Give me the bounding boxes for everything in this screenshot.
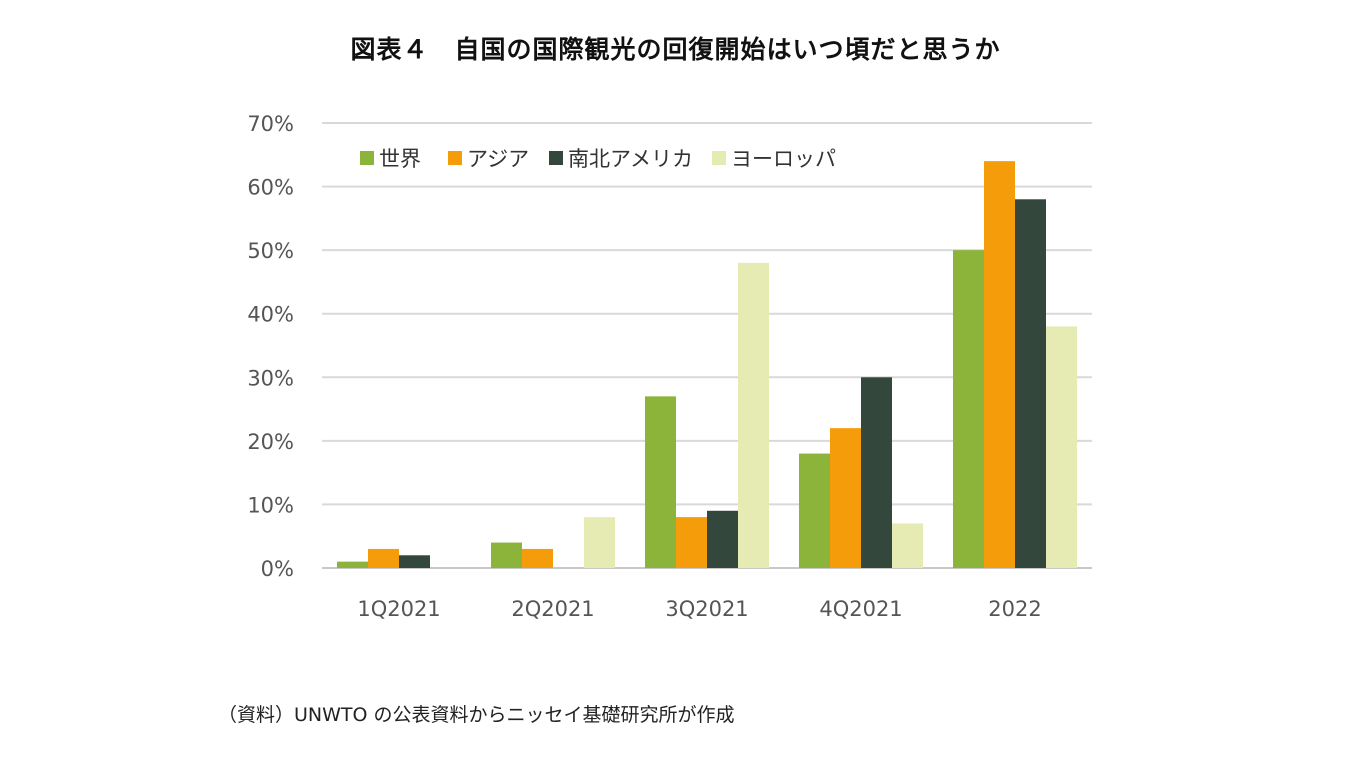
bar — [399, 555, 430, 568]
bar — [1015, 199, 1046, 569]
y-tick-label: 0% — [261, 557, 294, 581]
legend: 世界 アジア 南北アメリカ ヨーロッパ — [360, 147, 836, 171]
bar — [584, 517, 615, 568]
x-tick-label: 2022 — [988, 597, 1041, 621]
bars — [337, 161, 1077, 569]
y-tick-label: 60% — [247, 176, 294, 200]
bar — [707, 510, 738, 568]
bar — [676, 517, 707, 568]
y-tick-label: 70% — [247, 112, 294, 136]
x-tick-label: 2Q2021 — [511, 597, 594, 621]
gridlines — [322, 122, 1092, 569]
legend-label: 南北アメリカ — [568, 147, 693, 171]
y-axis-ticks: 0% 10% 20% 30% 40% 50% 60% 70% — [247, 112, 294, 581]
source-note: （資料）UNWTO の公表資料からニッセイ基礎研究所が作成 — [218, 704, 735, 726]
bar — [337, 561, 368, 568]
legend-label: ヨーロッパ — [731, 147, 836, 171]
x-tick-label: 4Q2021 — [819, 597, 902, 621]
bar — [1046, 326, 1077, 568]
y-tick-label: 40% — [247, 303, 294, 327]
legend-label: アジア — [467, 147, 529, 171]
x-tick-label: 1Q2021 — [357, 597, 440, 621]
legend-swatch — [712, 151, 726, 165]
bar — [984, 161, 1015, 568]
chart-title: 図表４ 自国の国際観光の回復開始はいつ頃だと思うか — [350, 35, 1001, 64]
bar — [861, 377, 892, 568]
bar — [645, 396, 676, 568]
bar — [522, 548, 553, 568]
bar — [368, 548, 399, 568]
legend-swatch — [360, 151, 374, 165]
y-tick-label: 30% — [247, 366, 294, 390]
y-tick-label: 50% — [247, 239, 294, 263]
bar — [830, 428, 861, 568]
x-axis-ticks: 1Q2021 2Q2021 3Q2021 4Q2021 2022 — [357, 597, 1041, 621]
bar — [738, 262, 769, 568]
y-tick-label: 20% — [247, 430, 294, 454]
bar — [892, 523, 923, 568]
legend-label: 世界 — [379, 147, 421, 171]
bar — [953, 250, 984, 568]
x-tick-label: 3Q2021 — [665, 597, 748, 621]
y-tick-label: 10% — [247, 493, 294, 517]
bar — [799, 453, 830, 568]
bar — [491, 542, 522, 568]
legend-swatch — [448, 151, 462, 165]
legend-swatch — [549, 151, 563, 165]
